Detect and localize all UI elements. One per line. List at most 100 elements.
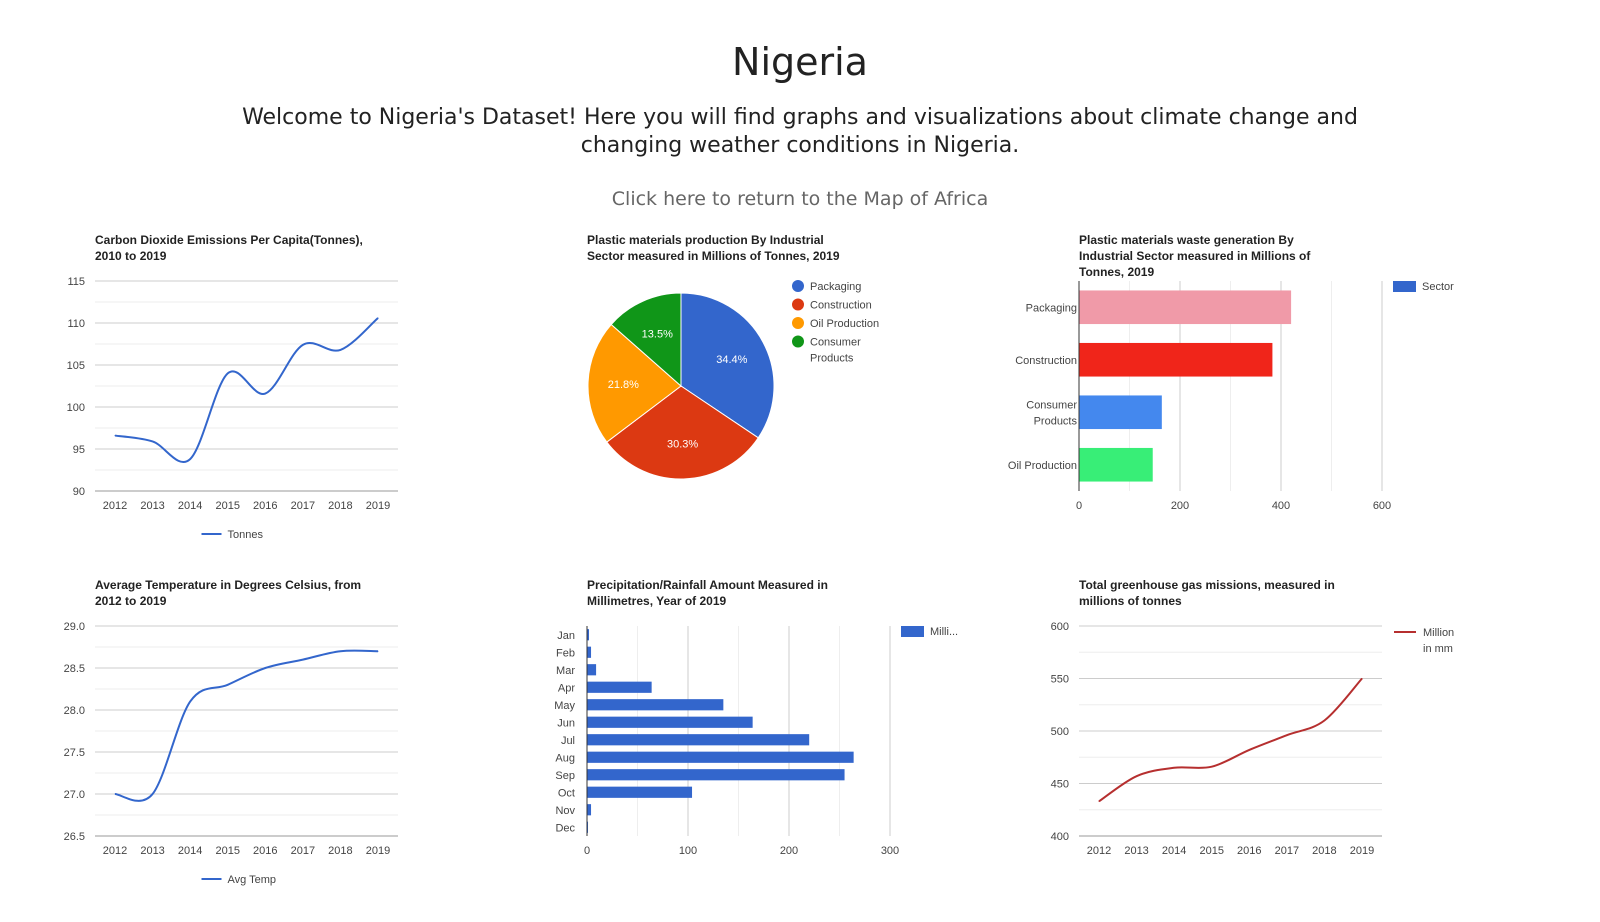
bar xyxy=(587,769,845,781)
x-tick-label: 2017 xyxy=(291,845,315,857)
data-point xyxy=(377,650,379,652)
bar xyxy=(587,629,590,641)
y-tick-label: 110 xyxy=(67,318,85,330)
plastic-waste-plot: 0 200 400 600 Packaging Construction Consumer P… xyxy=(1008,281,1454,512)
data-point xyxy=(1136,775,1138,777)
pie-slice xyxy=(606,385,759,480)
legend-label: in mm xyxy=(1423,643,1453,655)
plastic-waste-chart: Plastic materials waste generation By In… xyxy=(1000,226,1500,556)
y-tick-label: Jan xyxy=(557,630,575,642)
x-tick-label: 2012 xyxy=(103,500,127,512)
data-point xyxy=(114,793,116,795)
x-tick-label: 2015 xyxy=(1199,845,1223,857)
x-tick-label: 2019 xyxy=(366,845,390,857)
x-tick-label: 2012 xyxy=(103,845,127,857)
y-tick-label: Packaging xyxy=(1026,302,1077,314)
return-to-map-link[interactable]: Click here to return to the Map of Afric… xyxy=(611,188,989,210)
x-tick-label: 400 xyxy=(1272,500,1290,512)
data-point xyxy=(302,659,304,661)
data-point xyxy=(227,684,229,686)
bar xyxy=(587,681,652,693)
data-point xyxy=(1098,800,1100,802)
legend-swatch xyxy=(901,626,924,637)
bar xyxy=(587,664,597,676)
legend-label: Million xyxy=(1423,627,1454,639)
data-point xyxy=(339,349,341,351)
chart-title: Precipitation/Rainfall Amount Measured i… xyxy=(587,578,828,608)
legend-swatch xyxy=(1393,281,1416,292)
y-tick-label: Sep xyxy=(555,770,575,782)
bar xyxy=(1079,447,1153,482)
y-tick-label: 500 xyxy=(1051,726,1069,738)
y-tick-label: 28.0 xyxy=(64,705,85,717)
bar xyxy=(587,804,592,816)
y-tick-label: 27.0 xyxy=(64,789,85,801)
y-tick-label: 28.5 xyxy=(64,663,85,675)
data-point xyxy=(1173,767,1175,769)
x-tick-label: 2015 xyxy=(215,500,239,512)
data-point xyxy=(114,435,116,437)
y-tick-label: Dec xyxy=(555,822,575,834)
data-point xyxy=(1211,766,1213,768)
y-tick-label: 105 xyxy=(67,360,85,372)
y-tick-label: Products xyxy=(1034,415,1078,427)
slice-label: 34.4% xyxy=(716,354,747,366)
legend-swatch xyxy=(792,280,804,292)
plastic-production-chart: Plastic materials production By Industri… xyxy=(540,226,980,556)
series-line xyxy=(114,317,379,463)
legend-swatch xyxy=(792,298,804,311)
series-line xyxy=(1098,677,1363,803)
data-point xyxy=(152,440,154,442)
bar xyxy=(587,751,854,763)
x-tick-label: 2019 xyxy=(1350,845,1374,857)
y-tick-label: 27.5 xyxy=(64,747,85,759)
data-point xyxy=(377,317,379,319)
y-tick-label: 115 xyxy=(67,276,85,288)
ghg-chart-plot: 400 450 500 550 600 2012 2013 2014 2015 2016 2017 2… xyxy=(1051,621,1455,857)
x-tick-label: 2016 xyxy=(1237,845,1261,857)
bar xyxy=(1079,395,1162,430)
legend-swatch xyxy=(792,317,804,329)
x-tick-label: 2017 xyxy=(1275,845,1299,857)
x-tick-label: 100 xyxy=(679,845,697,857)
y-tick-label: 600 xyxy=(1051,621,1069,633)
legend-label: Consumer xyxy=(810,337,861,349)
bar xyxy=(587,786,693,798)
y-tick-label: 100 xyxy=(67,402,85,414)
rainfall-chart: Precipitation/Rainfall Amount Measured i… xyxy=(540,572,980,902)
co2-chart-plot: 90 95 100 105 110 115 2012 2013 2014 2015 2016 2017… xyxy=(67,276,398,541)
data-point xyxy=(152,793,154,795)
x-tick-label: 2013 xyxy=(1124,845,1148,857)
x-tick-label: 200 xyxy=(780,845,798,857)
x-tick-label: 2013 xyxy=(140,845,164,857)
co2-chart: Carbon Dioxide Emissions Per Capita(Tonn… xyxy=(40,226,500,556)
legend-swatch xyxy=(792,335,804,348)
data-point xyxy=(189,701,191,703)
x-tick-label: 600 xyxy=(1373,500,1391,512)
data-point xyxy=(227,372,229,374)
bar xyxy=(587,716,753,728)
legend-label: Milli... xyxy=(930,626,958,638)
page-title: Nigeria xyxy=(732,40,868,84)
legend-label: Oil Production xyxy=(810,318,879,330)
y-tick-label: Feb xyxy=(556,647,575,659)
data-point xyxy=(1286,734,1288,736)
y-tick-label: Nov xyxy=(555,805,575,817)
x-tick-label: 2014 xyxy=(178,845,202,857)
x-tick-label: 0 xyxy=(584,845,590,857)
slice-label: 30.3% xyxy=(667,439,698,451)
y-tick-label: Jun xyxy=(557,717,575,729)
x-tick-label: 2019 xyxy=(366,500,390,512)
x-tick-label: 0 xyxy=(1076,500,1082,512)
legend-label: Construction xyxy=(810,300,872,312)
x-tick-label: 300 xyxy=(881,845,899,857)
slice-label: 21.8% xyxy=(608,379,639,391)
x-tick-label: 2016 xyxy=(253,500,277,512)
data-point xyxy=(264,667,266,669)
legend-label: Sector xyxy=(1422,281,1454,293)
data-point xyxy=(302,344,304,346)
y-tick-label: Oct xyxy=(558,787,575,799)
y-tick-label: 26.5 xyxy=(64,831,85,843)
y-tick-label: 450 xyxy=(1051,779,1069,791)
chart-title: Plastic materials production By Industri… xyxy=(587,233,840,263)
